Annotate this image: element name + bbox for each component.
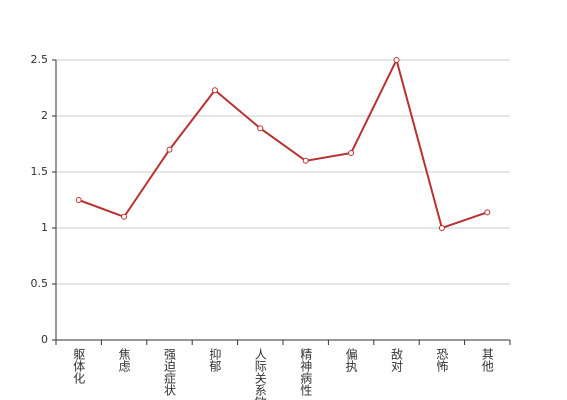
x-tick-label: 躯体化 bbox=[72, 347, 86, 385]
x-tick-label: 其他 bbox=[480, 348, 494, 372]
x-tick-label: 恐怖 bbox=[435, 348, 449, 372]
point bbox=[484, 209, 491, 216]
point bbox=[166, 146, 173, 153]
y-tick-label: 1 bbox=[41, 221, 48, 234]
point bbox=[121, 213, 128, 220]
point bbox=[75, 197, 82, 203]
x-tick-label: 偏执 bbox=[344, 347, 358, 373]
point bbox=[393, 57, 400, 63]
x-tick-label: 强迫症状 bbox=[163, 348, 177, 396]
y-tick-label: 0 bbox=[41, 333, 48, 346]
point bbox=[348, 149, 355, 156]
x-tick-label: 抑郁 bbox=[208, 347, 222, 373]
x-tick-label: 人际关系敏感 bbox=[253, 348, 267, 400]
y-tick-label: 1.5 bbox=[31, 165, 49, 178]
x-tick-label: 焦虑 bbox=[117, 348, 131, 372]
line bbox=[78, 57, 488, 230]
point bbox=[438, 225, 445, 231]
x-tick-label: 精神病性 bbox=[299, 348, 313, 397]
y-tick-label: 0.5 bbox=[31, 277, 49, 290]
point bbox=[257, 125, 264, 132]
x-tick-label: 敌对 bbox=[390, 347, 404, 372]
point bbox=[302, 157, 309, 164]
point bbox=[211, 87, 218, 94]
y-tick-label: 2.5 bbox=[31, 53, 49, 66]
y-tick-label: 2 bbox=[41, 109, 48, 122]
